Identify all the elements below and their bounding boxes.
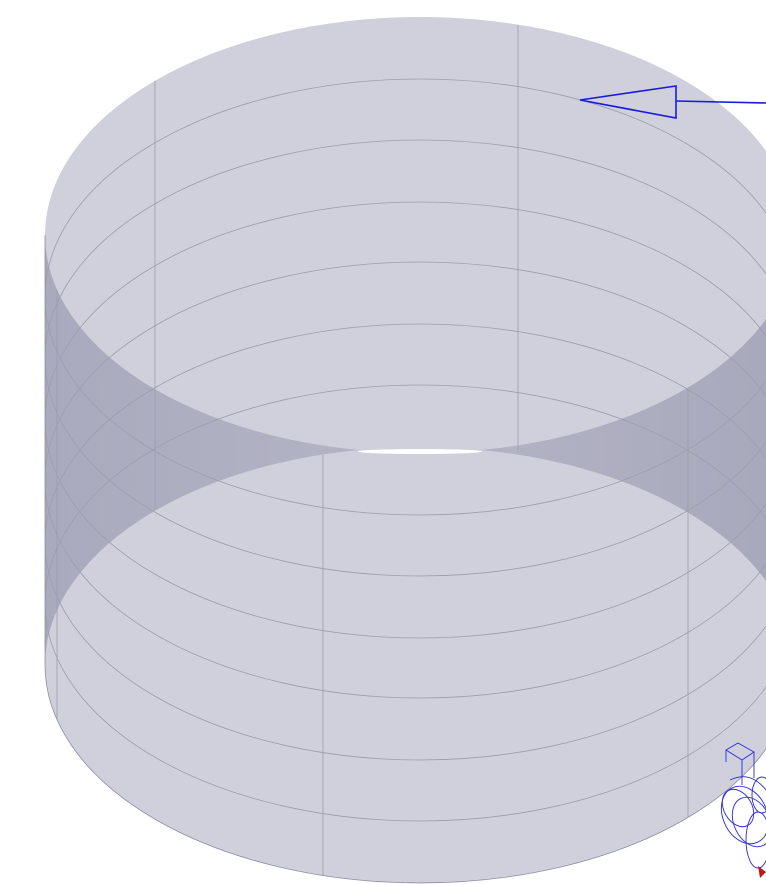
top-face: [45, 17, 766, 453]
bottom-face: [45, 447, 766, 883]
overlap-gap: [358, 449, 482, 454]
cylinder: [44, 17, 766, 884]
outline: [44, 235, 766, 884]
triad-model: [720, 742, 766, 869]
direction-arrow: [579, 85, 766, 119]
mesh-lines: [45, 25, 766, 880]
axis-marker: [758, 866, 766, 878]
